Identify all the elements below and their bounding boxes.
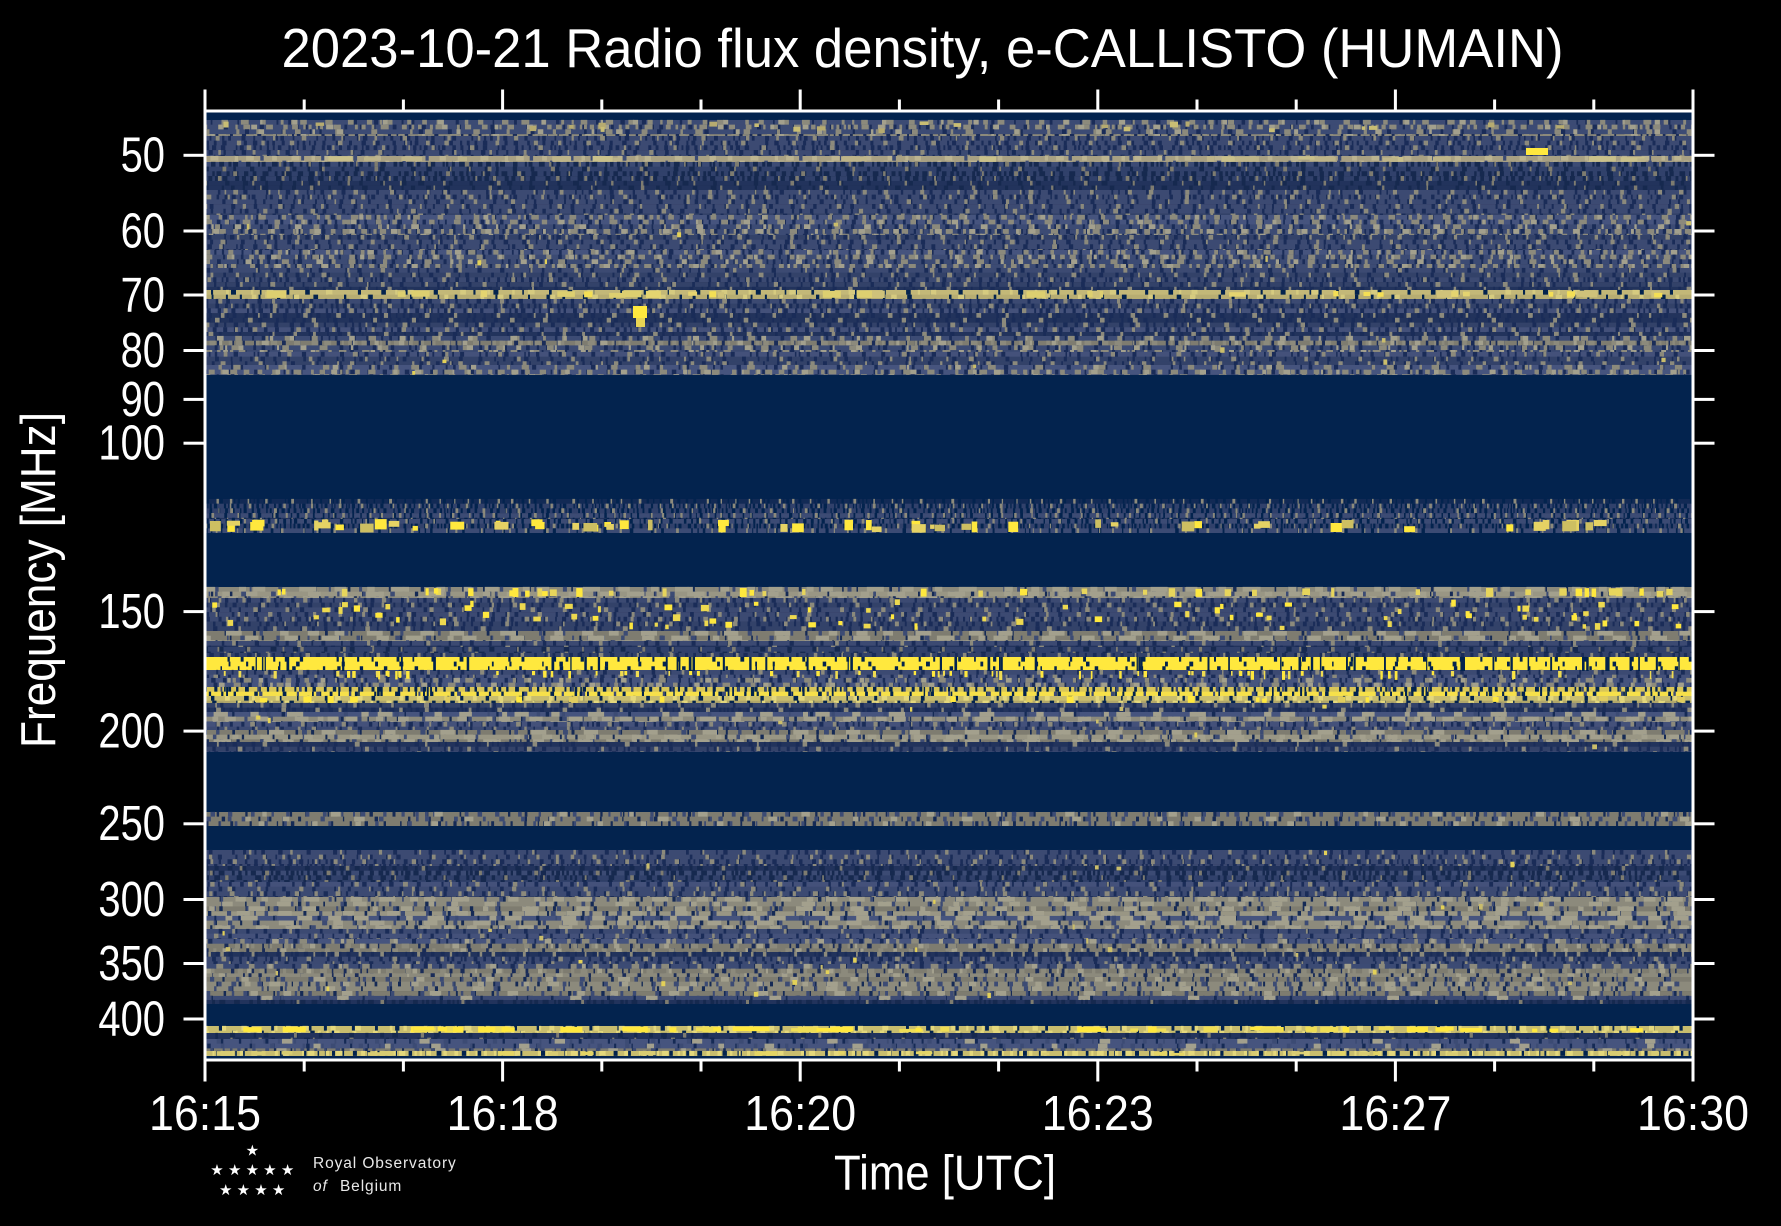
svg-text:Royal Observatory: Royal Observatory xyxy=(313,1155,457,1172)
svg-text:400: 400 xyxy=(98,992,165,1046)
svg-text:90: 90 xyxy=(121,373,165,427)
svg-text:2023-10-21 Radio flux density,: 2023-10-21 Radio flux density, e-CALLIST… xyxy=(282,17,1564,79)
svg-text:70: 70 xyxy=(121,268,165,322)
svg-text:50: 50 xyxy=(121,129,165,183)
svg-text:200: 200 xyxy=(98,705,165,759)
svg-text:350: 350 xyxy=(98,937,165,991)
svg-text:300: 300 xyxy=(98,873,165,927)
svg-text:★: ★ xyxy=(210,1162,223,1179)
svg-text:★: ★ xyxy=(281,1162,294,1179)
svg-text:★: ★ xyxy=(246,1142,259,1159)
svg-text:16:23: 16:23 xyxy=(1042,1087,1154,1141)
svg-text:★: ★ xyxy=(254,1182,267,1199)
svg-text:of Belgium: of Belgium xyxy=(313,1178,402,1195)
svg-text:250: 250 xyxy=(98,797,165,851)
svg-text:16:20: 16:20 xyxy=(744,1087,856,1141)
svg-text:★: ★ xyxy=(246,1162,259,1179)
svg-text:Frequency [MHz]: Frequency [MHz] xyxy=(12,412,66,748)
svg-text:★: ★ xyxy=(219,1182,232,1199)
svg-text:★: ★ xyxy=(272,1182,285,1199)
svg-text:16:18: 16:18 xyxy=(447,1087,559,1141)
svg-text:60: 60 xyxy=(121,204,165,258)
svg-text:100: 100 xyxy=(98,417,165,471)
svg-text:★: ★ xyxy=(237,1182,250,1199)
svg-text:80: 80 xyxy=(121,324,165,378)
svg-text:Time [UTC]: Time [UTC] xyxy=(834,1147,1056,1201)
svg-text:★: ★ xyxy=(263,1162,276,1179)
svg-text:★: ★ xyxy=(228,1162,241,1179)
svg-text:150: 150 xyxy=(98,585,165,639)
svg-text:16:27: 16:27 xyxy=(1339,1087,1451,1141)
svg-text:16:30: 16:30 xyxy=(1637,1087,1749,1141)
svg-text:16:15: 16:15 xyxy=(149,1087,261,1141)
